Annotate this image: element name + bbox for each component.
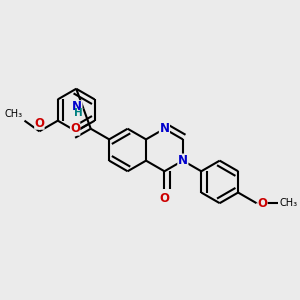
Text: O: O [257, 197, 267, 210]
Text: CH₃: CH₃ [5, 109, 23, 119]
Text: CH₃: CH₃ [279, 198, 297, 208]
Text: O: O [34, 116, 44, 130]
Text: N: N [159, 122, 170, 135]
Text: N: N [178, 154, 188, 167]
Text: H: H [74, 109, 82, 118]
Text: O: O [159, 192, 170, 205]
Text: O: O [70, 122, 80, 135]
Text: N: N [72, 100, 82, 113]
